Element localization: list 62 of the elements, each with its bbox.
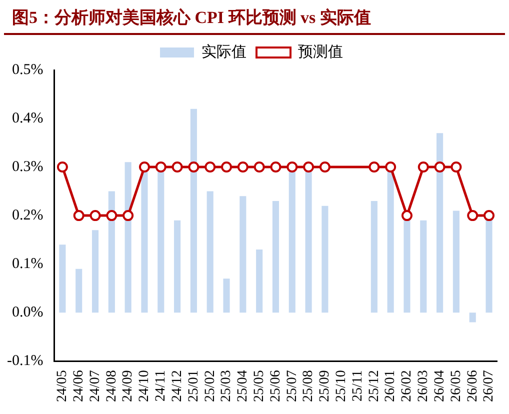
bar [92, 230, 99, 313]
x-tick-label: 26/04 [432, 370, 448, 402]
x-tick-label: 26/06 [465, 370, 480, 402]
x-tick-label: 24/08 [104, 370, 120, 402]
y-tick-label: 0.5% [12, 62, 44, 78]
bar [420, 220, 427, 313]
bar [223, 278, 230, 313]
bar [272, 201, 280, 313]
bar [469, 312, 476, 322]
bar [124, 162, 132, 313]
chart-title: 图5：分析师对美国核心 CPI 环比预测 vs 实际值 [4, 0, 505, 35]
legend-label: 实际值 [202, 43, 246, 60]
x-tick-label: 25/08 [301, 370, 316, 402]
x-tick-label: 24/12 [170, 370, 185, 402]
bar [256, 250, 263, 313]
x-tick-label: 25/02 [202, 370, 218, 402]
y-tick-label: 0.0% [12, 304, 44, 321]
bar [190, 108, 197, 313]
x-tick-label: 24/07 [88, 370, 103, 402]
bar [108, 191, 115, 313]
x-tick-label: 24/06 [72, 370, 87, 402]
bar [174, 220, 181, 313]
bar [206, 191, 214, 313]
x-tick-label: 25/07 [284, 370, 300, 402]
legend-label: 预测值 [298, 43, 343, 60]
x-tick-label: 25/09 [318, 370, 333, 402]
x-tick-label: 26/02 [400, 370, 415, 402]
y-tick-label: 0.2% [12, 207, 44, 224]
x-tick-label: 25/01 [186, 370, 202, 402]
bar [404, 220, 410, 313]
y-tick-label: 0.3% [12, 158, 44, 175]
bar [486, 210, 492, 313]
bar [240, 196, 246, 313]
x-tick-label: 26/03 [416, 370, 432, 402]
y-tick-label: 0.1% [12, 256, 44, 272]
bar [387, 172, 394, 313]
bar [305, 172, 312, 313]
bar [59, 244, 66, 313]
y-tick-label: -0.1% [6, 353, 44, 370]
bar [452, 210, 460, 313]
x-tick-label: 25/10 [334, 370, 350, 402]
x-tick-label: 25/12 [366, 370, 382, 402]
bar [288, 172, 296, 313]
x-tick-label: 26/05 [448, 370, 464, 402]
x-tick-label: 26/01 [383, 370, 398, 402]
x-tick-label: 24/05 [55, 370, 70, 402]
bar [158, 172, 164, 313]
bar [141, 172, 148, 313]
x-tick-label: 25/03 [219, 370, 234, 402]
x-tick-label: 25/04 [236, 370, 251, 402]
x-tick-label: 25/06 [268, 370, 284, 402]
bar [322, 206, 328, 313]
x-tick-label: 24/11 [154, 370, 169, 402]
bar [76, 268, 82, 313]
x-tick-label: 24/09 [120, 370, 136, 402]
x-tick-label: 25/05 [252, 370, 267, 402]
bar [370, 201, 378, 313]
x-tick-label: 25/11 [350, 370, 366, 402]
y-tick-label: 0.4% [12, 110, 44, 126]
x-tick-label: 24/10 [137, 370, 152, 402]
x-tick-label: 26/07 [482, 370, 497, 402]
bar [436, 133, 444, 313]
